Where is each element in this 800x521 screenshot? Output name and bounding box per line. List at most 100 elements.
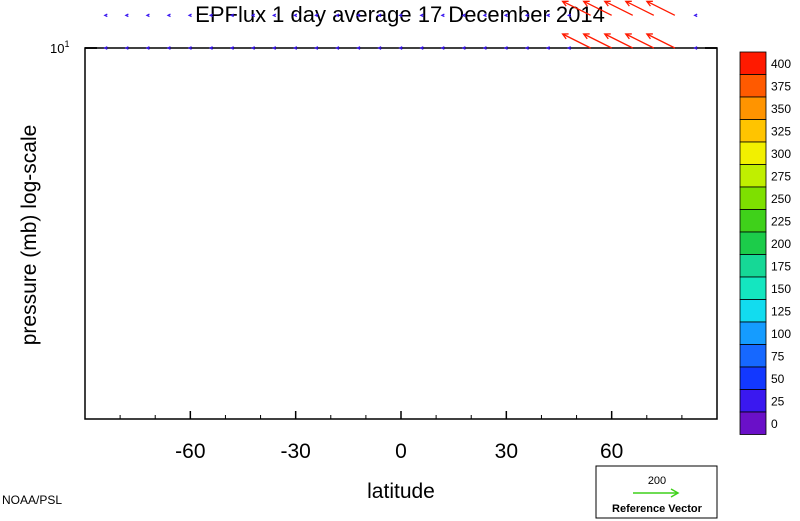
vector-arrow-head [461,13,466,18]
vector-arrow-head [603,0,611,7]
vector-arrow-head [229,46,235,50]
svg-text:pressure (mb) log-scale: pressure (mb) log-scale [18,125,41,346]
colorbar-swatch [739,231,767,255]
colorbar-swatch [739,119,767,143]
vector-arrow [625,33,655,49]
vector-arrow-head [250,46,256,50]
colorbar-label: 25 [771,395,785,409]
vector-arrow-head [187,13,192,18]
x-axis-label: latitude [367,480,435,503]
vector-arrow [583,0,612,16]
vector-arrow-head [645,33,653,40]
colorbar-swatch [739,186,767,210]
colorbar-swatch [739,366,767,390]
vector-arrow-head [293,46,298,50]
x-tick-label: -60 [175,440,205,463]
colorbar-swatch [739,209,767,233]
colorbar-label: 250 [771,192,791,206]
x-tick-label: -30 [280,440,310,463]
colorbar-swatch [739,51,767,75]
vector-arrow-head [314,13,319,18]
colorbar-label: 275 [771,170,791,184]
vector-arrow-head [335,13,340,18]
colorbar-label: 200 [771,237,791,251]
vector-arrow-head [377,13,382,18]
vector-arrow-head [124,46,129,50]
y-axis-label: pressure (mb) log-scale [18,125,41,346]
vector-arrow-head [356,46,361,50]
vector-arrow-head [103,13,108,18]
vector-arrow-head [271,13,277,18]
colorbar-label: 300 [771,147,791,161]
vector-arrow-head [545,46,551,50]
credit-text: NOAA/PSL [2,493,62,507]
vector-arrow-head [314,46,319,50]
vector-arrow-head [561,0,569,7]
vector-arrow [562,33,591,49]
colorbar-swatch [739,74,767,98]
x-tick-label: 0 [395,440,407,463]
colorbar: 4003753503253002752502252001751501251007… [739,51,791,435]
vector-arrow-head [293,13,298,18]
vector-arrow-head [250,13,256,18]
colorbar-label: 100 [771,327,791,341]
reference-label: Reference Vector [612,503,703,515]
vector-arrow [646,33,676,49]
colorbar-swatch [739,321,767,345]
vector-arrow-head [419,46,424,50]
vector-arrow-head [624,33,632,40]
vector-arrow-head [398,46,403,50]
vector-arrow-head [524,46,529,50]
vector-arrow-head [561,33,569,40]
colorbar-label: 50 [771,372,785,386]
vector-arrow-head [503,46,508,50]
vector-arrow-head [503,13,508,18]
vector-arrow-head [566,46,572,50]
colorbar-swatch [739,96,767,120]
vector-arrow-head [208,46,213,50]
colorbar-swatch [739,411,767,435]
colorbar-label: 0 [771,417,778,431]
colorbar-label: 225 [771,215,791,229]
vector-arrow-head [187,46,192,50]
vector-arrow-head [645,0,653,7]
vector-arrow-head [693,46,698,50]
vector-arrow-head [461,46,466,50]
reference-magnitude: 200 [648,475,666,487]
vector-arrow [604,0,634,16]
plot-area-frame [84,47,718,420]
vector-arrow-head [356,13,361,18]
vector-arrow-head [582,0,590,7]
colorbar-label: 125 [771,305,791,319]
colorbar-label: 175 [771,260,791,274]
colorbar-swatch [739,344,767,368]
vector-arrow-head [482,13,487,18]
vector-arrow-head [166,46,171,50]
colorbar-label: 400 [771,57,791,71]
reference-arrow-head [670,488,680,498]
vector-arrow [625,0,655,16]
y-tick-label: 101 [50,39,69,56]
vector-arrow-head [145,13,150,18]
vector-arrow-head [398,13,403,18]
y-axis-ticks: 101102103 [50,39,717,56]
vector-arrow-head [582,33,590,40]
colorbar-swatch [739,254,767,278]
colorbar-swatch [739,164,767,188]
reference-box [595,465,718,519]
x-axis-ticks: -60 -30 0 30 60 [119,411,683,463]
colorbar-label: 375 [771,80,791,94]
vector-arrow-head [377,46,382,50]
vector-arrow-head [624,0,632,7]
colorbar-swatch [739,389,767,413]
vector-arrow-head [603,33,611,40]
colorbar-label: 350 [771,102,791,116]
vector-arrow-head [440,13,445,18]
vector-arrow-head [335,46,340,50]
colorbar-label: 150 [771,282,791,296]
vector-arrow [562,0,591,16]
vector-arrow-head [103,46,108,50]
colorbar-label: 325 [771,125,791,139]
vector-arrow-head [208,13,213,18]
